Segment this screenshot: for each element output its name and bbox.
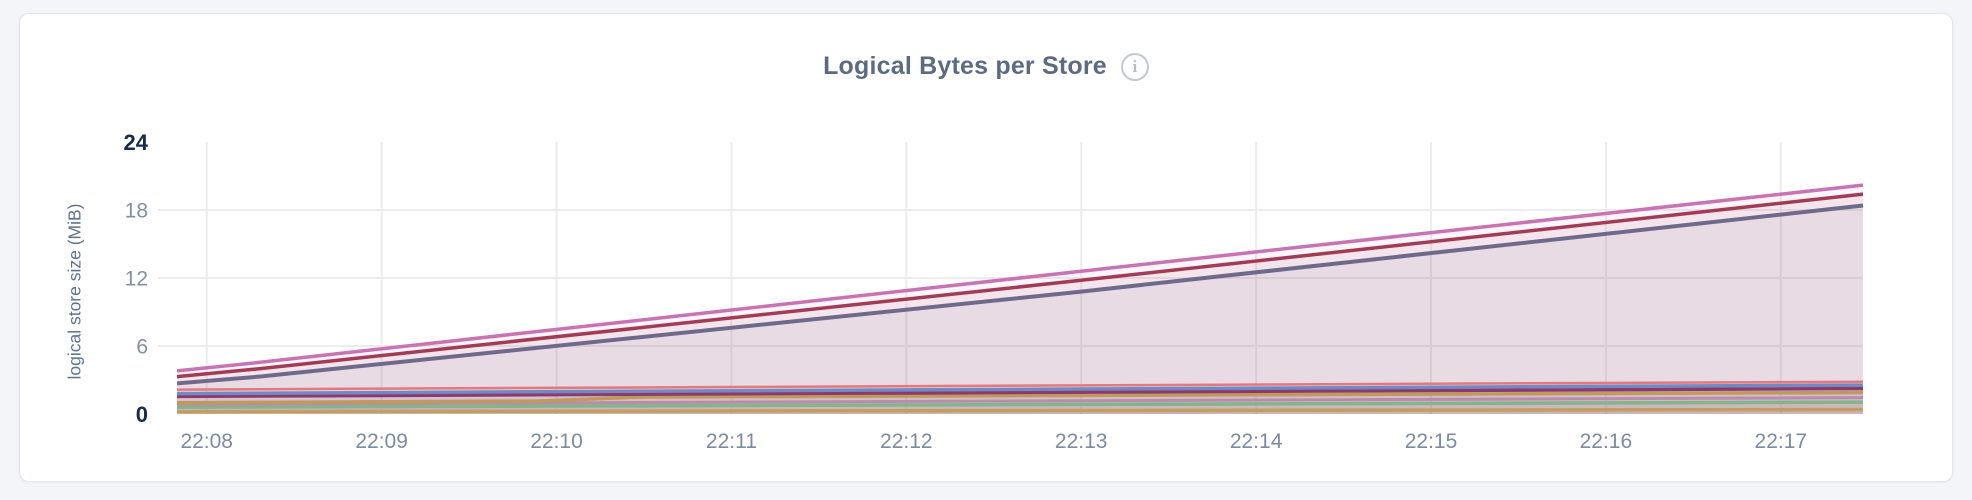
store-line-pink xyxy=(176,183,1864,373)
store-line-tan2 xyxy=(176,407,1864,414)
store-line-salmon xyxy=(176,380,1864,391)
store-line-slate xyxy=(176,203,1864,386)
x-tick-label: 22:14 xyxy=(1230,430,1283,453)
chart-title: Logical Bytes per Store xyxy=(823,52,1107,80)
store-line-mauve xyxy=(176,396,1864,406)
store-line-slate-area xyxy=(177,205,1863,414)
x-tick-label: 22:17 xyxy=(1755,430,1808,453)
store-line-magenta xyxy=(176,386,1864,399)
y-tick-label: 24 xyxy=(124,130,149,155)
x-tick-label: 22:09 xyxy=(355,430,408,453)
store-line-tan xyxy=(176,390,1864,405)
info-icon[interactable]: i xyxy=(1120,52,1149,81)
store-line-darkred xyxy=(176,192,1864,379)
x-tick-label: 22:15 xyxy=(1405,430,1458,453)
x-tick-label: 22:12 xyxy=(880,430,933,453)
x-tick-label: 22:08 xyxy=(180,430,233,453)
store-line-blue xyxy=(176,383,1864,396)
x-tick-label: 22:11 xyxy=(706,430,757,453)
y-tick-label: 6 xyxy=(136,336,148,359)
x-tick-label: 22:10 xyxy=(530,430,583,453)
x-tick-label: 22:13 xyxy=(1055,430,1108,453)
y-axis-label: logical store size (MiB) xyxy=(64,203,85,380)
y-tick-label: 18 xyxy=(125,200,148,223)
store-line-green xyxy=(176,400,1864,409)
chart-header: Logical Bytes per Store i xyxy=(20,52,1952,81)
x-tick-label: 22:16 xyxy=(1580,430,1633,453)
y-tick-label: 0 xyxy=(136,402,148,427)
store-line-darkred-area xyxy=(177,194,1863,414)
y-tick-label: 12 xyxy=(125,268,148,291)
